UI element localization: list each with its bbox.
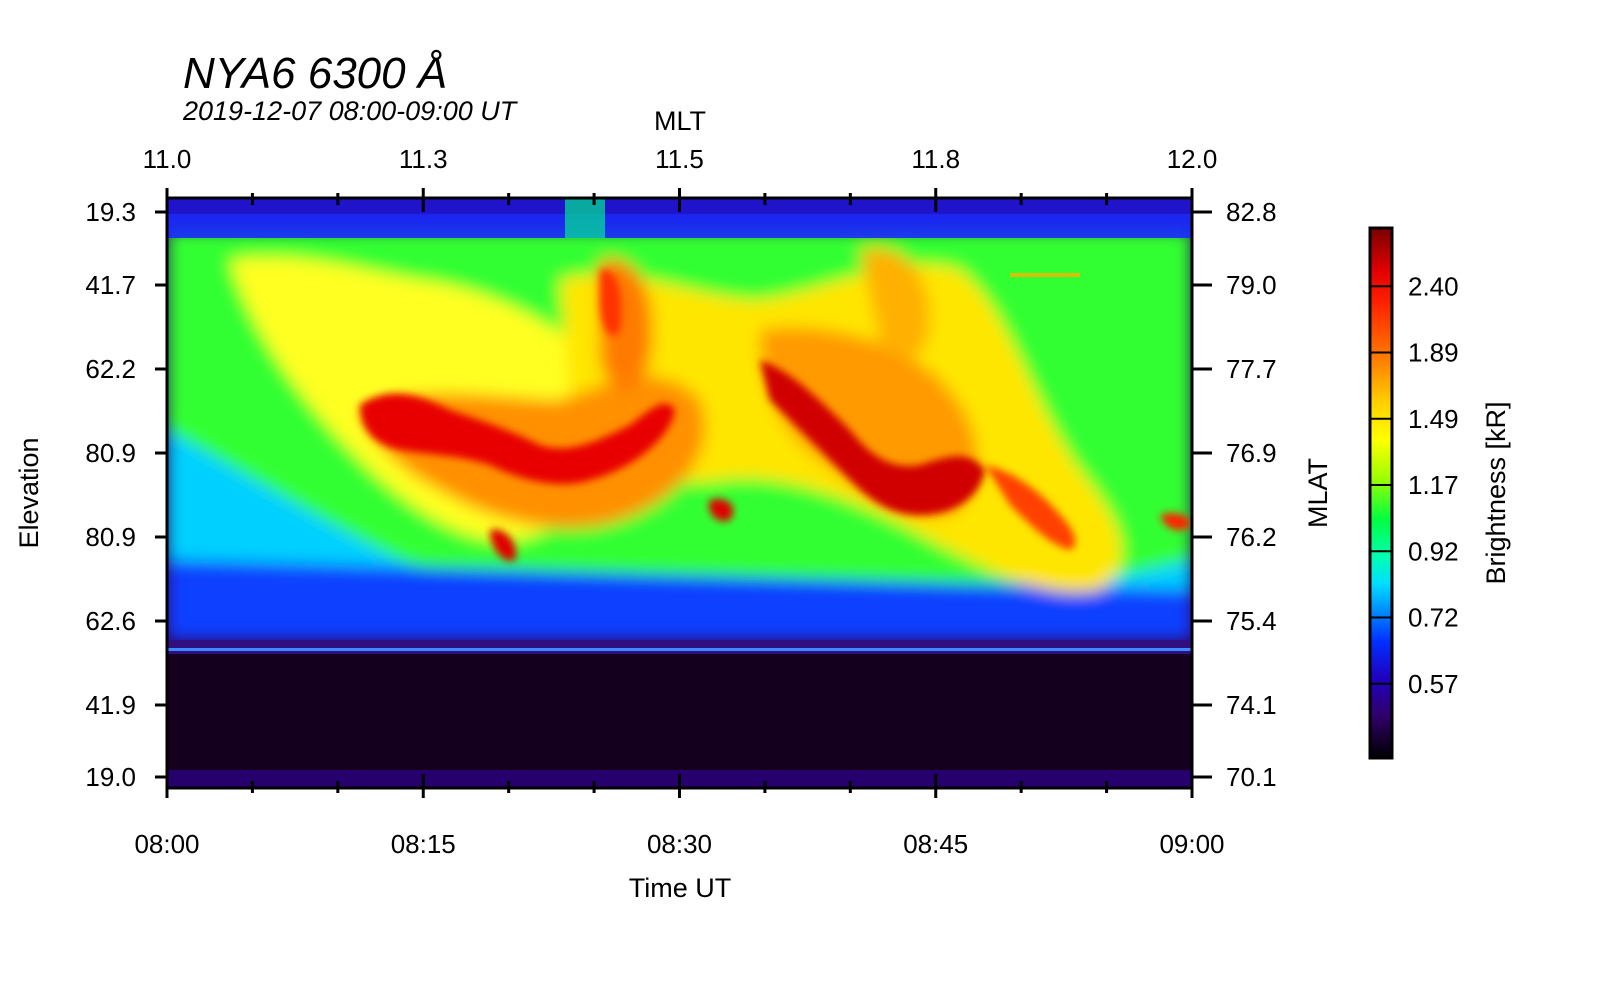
colorbar-gradient <box>1368 226 1394 760</box>
colorbar-tick-label: 0.57 <box>1408 669 1459 699</box>
colorbar-label: Brightness [kR] <box>1481 401 1511 584</box>
right-tick-label: 82.8 <box>1226 197 1277 227</box>
top-tick-label: 12.0 <box>1167 144 1218 174</box>
colorbar-tick-label: 0.92 <box>1408 536 1459 566</box>
left-axis-label: Elevation <box>14 437 44 548</box>
chart-subtitle: 2019-12-07 08:00-09:00 UT <box>182 96 519 126</box>
colorbar-tick-label: 1.89 <box>1408 338 1459 368</box>
left-tick-label: 62.6 <box>85 606 136 636</box>
colorbar-tick-label: 2.40 <box>1408 271 1459 301</box>
left-tick-label: 62.2 <box>85 354 136 384</box>
bottom-tick-label: 08:30 <box>647 829 712 859</box>
right-tick-label: 77.7 <box>1226 354 1277 384</box>
top-tick-label: 11.0 <box>143 144 192 174</box>
top-axis-label: MLT <box>654 106 706 136</box>
left-tick-label: 41.7 <box>85 270 136 300</box>
bottom-tick-label: 08:15 <box>391 829 456 859</box>
right-tick-label: 70.1 <box>1226 762 1277 792</box>
top-tick-label: 11.8 <box>911 144 960 174</box>
left-tick-label: 80.9 <box>85 522 136 552</box>
left-tick-label: 41.9 <box>85 690 136 720</box>
right-tick-label: 74.1 <box>1226 690 1277 720</box>
bottom-tick-label: 08:00 <box>134 829 199 859</box>
left-axis: 19.3 41.7 62.2 80.9 80.9 62.6 41.9 19.0 <box>85 197 167 792</box>
top-tick-label: 11.5 <box>655 144 704 174</box>
right-tick-label: 76.2 <box>1226 522 1277 552</box>
left-tick-label: 80.9 <box>85 438 136 468</box>
left-tick-label: 19.0 <box>85 762 136 792</box>
colorbar-tick-label: 1.49 <box>1408 404 1459 434</box>
right-axis-label: MLAT <box>1303 458 1333 528</box>
top-axis: 11.0 11.3 11.5 11.8 12.0 <box>143 144 1218 174</box>
colorbar-tick-label: 0.72 <box>1408 603 1459 633</box>
right-tick-label: 75.4 <box>1226 606 1277 636</box>
heatmap-image <box>167 198 1192 788</box>
bottom-axis-label: Time UT <box>629 873 732 903</box>
colorbar: 2.40 1.89 1.49 1.17 0.92 0.72 0.57 Brightness … <box>1368 226 1511 760</box>
bottom-tick-label: 08:45 <box>903 829 968 859</box>
colorbar-tick-label: 1.17 <box>1408 470 1459 500</box>
right-tick-label: 76.9 <box>1226 438 1277 468</box>
right-tick-label: 79.0 <box>1226 270 1277 300</box>
chart-title: NYA6 6300 Å <box>183 49 447 98</box>
right-axis: 82.8 79.0 77.7 76.9 76.2 75.4 74.1 70.1 <box>1192 197 1277 792</box>
bottom-tick-label: 09:00 <box>1159 829 1224 859</box>
left-tick-label: 19.3 <box>85 197 136 227</box>
top-tick-label: 11.3 <box>399 144 448 174</box>
bottom-axis: 08:00 08:15 08:30 08:45 09:00 <box>134 188 1225 859</box>
